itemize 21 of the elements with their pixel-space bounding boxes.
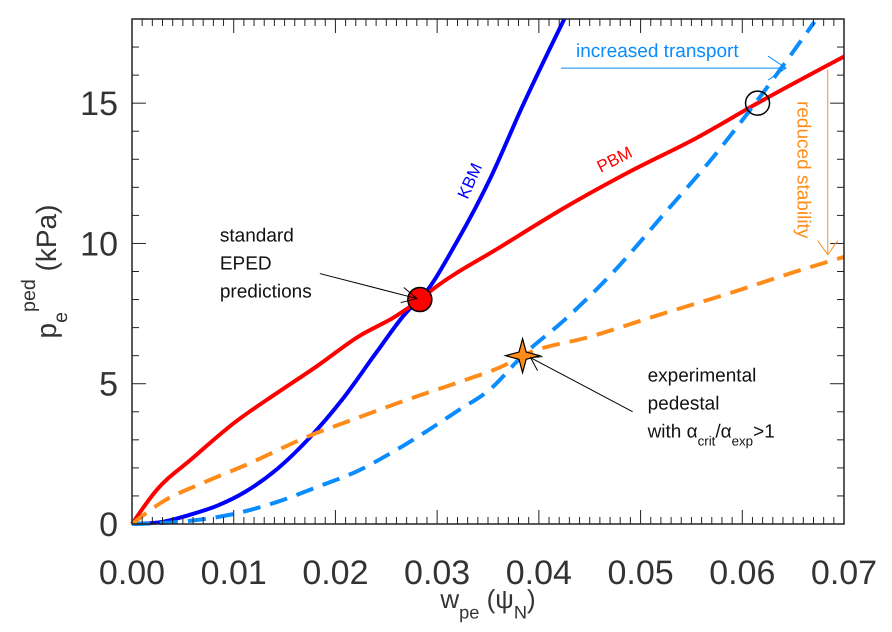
text: KBM	[454, 160, 486, 202]
line-series	[130, 254, 846, 526]
point	[744, 90, 770, 116]
y-tick-label: 10	[80, 225, 118, 264]
annotation: experimental pedestal with α$_{crit}$/α$_{exp}$>1	[646, 366, 775, 448]
point	[504, 338, 540, 374]
x-tick-label: 0.03	[404, 554, 470, 592]
y-tick-label: 0	[99, 506, 118, 544]
x-tick-label: 0.06	[709, 554, 776, 592]
text: PBM	[594, 142, 636, 176]
x-tick-label: 0.01	[200, 554, 267, 592]
annotation: standard EPED predictions	[220, 226, 312, 303]
x-tick-label: 0.07	[810, 554, 878, 592]
x-tick-label: 0.00	[98, 554, 166, 592]
annotation: reduced stability	[792, 101, 814, 239]
y-tick-label: 5	[99, 366, 118, 404]
x-tick-label: 0.02	[302, 554, 369, 592]
point	[407, 286, 433, 312]
x-tick-label: 0.05	[607, 554, 674, 592]
y-tick-label: 15	[80, 85, 118, 124]
annotation: increased transport	[576, 41, 740, 62]
